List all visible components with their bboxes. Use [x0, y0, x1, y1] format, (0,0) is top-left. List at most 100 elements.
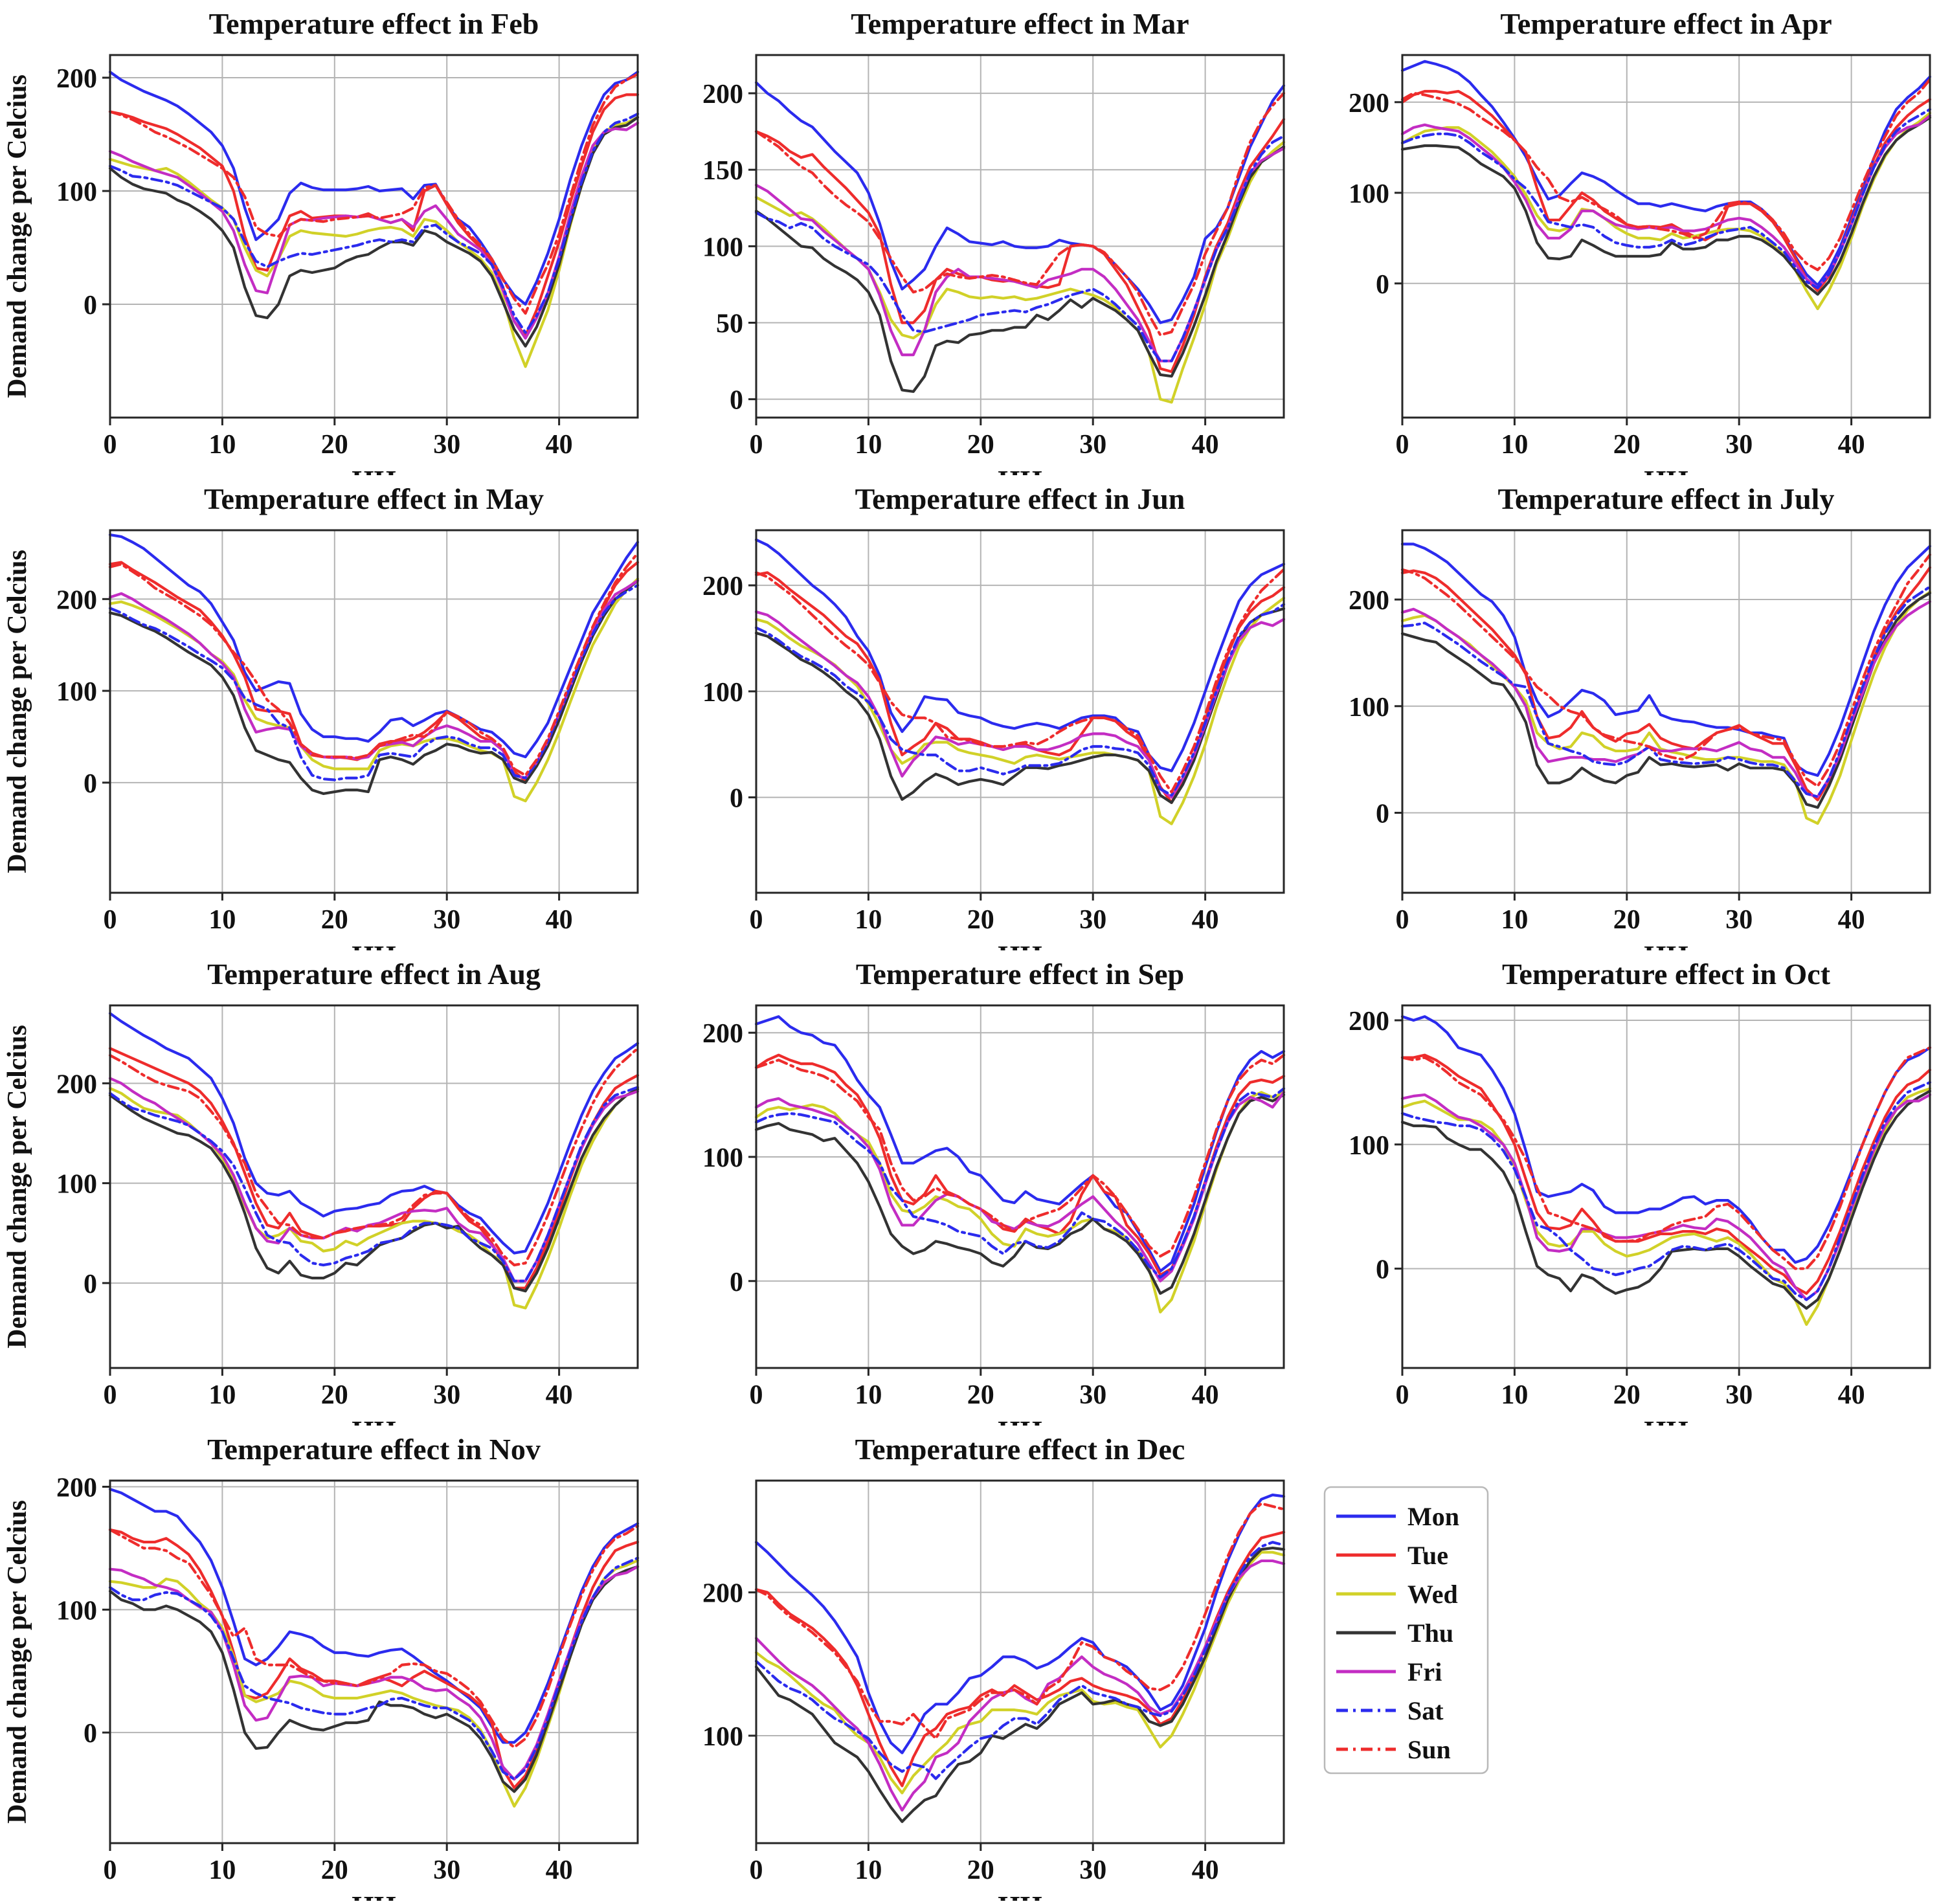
series-line-sun: [754, 1502, 1286, 1740]
x-tick-label: 20: [967, 1855, 994, 1885]
series-line-thu: [108, 579, 640, 795]
x-tick-label: 10: [855, 430, 882, 460]
y-tick-label: 0: [730, 386, 743, 416]
x-tick-label: 20: [321, 430, 348, 460]
x-tick-label: 40: [1192, 1380, 1219, 1410]
y-tick-label: 100: [702, 678, 743, 708]
series-line-thu: [754, 145, 1286, 393]
series-line-mon: [754, 1494, 1286, 1754]
x-tick-label: 0: [750, 1855, 763, 1885]
series-line-mon: [754, 81, 1286, 324]
chart-canvas-aug: 0 10 20 30 40 0 100 200 Temperature effect in Au…: [3, 958, 640, 1447]
y-tick-label: 100: [1349, 179, 1389, 209]
y-tick-label: 200: [702, 80, 743, 109]
chart-canvas-nov: 0 10 20 30 40 0 100 200 Temperature effect in No…: [3, 1433, 640, 1904]
axes-frame: [1401, 1004, 1931, 1369]
x-tick-label: 20: [321, 1855, 348, 1885]
series-line-thu: [1400, 592, 1932, 809]
x-tick-label: 10: [1501, 905, 1528, 935]
axes-frame: [1401, 54, 1931, 419]
y-axis-label: Demand change per Celcius: [3, 1025, 32, 1349]
series-line-wed: [108, 116, 640, 368]
chart-title: Temperature effect in Jun: [855, 482, 1185, 515]
y-tick-label: 100: [56, 677, 97, 707]
x-tick-label: 0: [1396, 1380, 1409, 1410]
series-line-sat: [108, 1086, 640, 1282]
y-tick-label: 100: [702, 1143, 743, 1173]
series-line-sat: [1400, 107, 1932, 289]
x-tick-label: 40: [546, 905, 573, 935]
chart-jun: 0 10 20 30 40 0 100 200 Temperature effect in Ju…: [646, 475, 1292, 972]
series-line-sun: [108, 552, 640, 777]
series-line-sun: [108, 1047, 640, 1267]
axes-frame: [755, 1004, 1285, 1369]
x-tick-label: 0: [750, 905, 763, 935]
series-line-sat: [754, 1541, 1286, 1780]
series-line-thu: [754, 607, 1286, 804]
y-tick-label: 200: [1349, 586, 1389, 616]
x-tick-label: 30: [433, 905, 460, 935]
x-axis-label: HH: [998, 940, 1042, 950]
x-tick-label: 40: [546, 1380, 573, 1410]
x-axis-label: HH: [998, 465, 1042, 475]
series-line-sat: [754, 135, 1286, 363]
y-tick-label: 150: [702, 156, 743, 186]
series-line-sun: [754, 568, 1286, 794]
x-tick-label: 40: [1192, 905, 1219, 935]
y-tick-label: 50: [716, 309, 743, 339]
x-tick-label: 10: [1501, 430, 1528, 460]
x-tick-label: 0: [104, 1380, 117, 1410]
series-line-sun: [754, 91, 1286, 337]
series-line-thu: [108, 116, 640, 348]
chart-title: Temperature effect in Feb: [209, 7, 539, 40]
chart-dec: 0 10 20 30 40 100 200 Temperature effect in Dec…: [646, 1426, 1292, 1904]
chart-title: Temperature effect in July: [1498, 482, 1835, 515]
x-tick-label: 20: [967, 1380, 994, 1410]
series-line-thu: [1400, 116, 1932, 296]
axes-frame: [755, 54, 1285, 419]
legend-box: [1323, 1486, 1489, 1775]
x-axis-label: HH: [352, 1415, 396, 1426]
x-tick-label: 40: [1838, 905, 1865, 935]
x-axis-label: HH: [1644, 1415, 1688, 1426]
y-axis-label: Demand change per Celcius: [3, 1500, 32, 1824]
series-line-sat: [1400, 585, 1932, 798]
series-line-mon: [108, 533, 640, 759]
y-tick-label: 0: [730, 784, 743, 814]
x-tick-label: 30: [1079, 1380, 1106, 1410]
series-line-sun: [754, 1053, 1286, 1258]
y-tick-label: 200: [56, 585, 97, 615]
x-axis-label: HH: [998, 1415, 1042, 1426]
series-line-wed: [1400, 111, 1932, 311]
series-line-thu: [1400, 1090, 1932, 1310]
y-tick-label: 200: [702, 1019, 743, 1049]
chart-title: Temperature effect in Mar: [851, 7, 1189, 40]
axes-frame: [109, 1004, 639, 1369]
legend-canvas: Mon Tue Wed Thu Fri Sat Sun: [1323, 1486, 1489, 1775]
x-tick-label: 30: [1725, 1380, 1753, 1410]
chart-title: Temperature effect in Dec: [855, 1433, 1185, 1466]
series-line-sun: [1400, 553, 1932, 788]
y-tick-label: 100: [702, 1722, 743, 1752]
y-tick-label: 0: [84, 1719, 97, 1749]
y-tick-label: 0: [1376, 799, 1389, 829]
y-tick-label: 0: [84, 769, 97, 799]
x-tick-label: 10: [208, 430, 236, 460]
y-tick-label: 0: [730, 1268, 743, 1297]
x-tick-label: 20: [321, 1380, 348, 1410]
y-tick-label: 100: [56, 1596, 97, 1626]
x-tick-label: 30: [433, 1855, 460, 1885]
x-tick-label: 10: [208, 905, 236, 935]
series-line-tue: [1400, 1053, 1932, 1295]
x-tick-label: 0: [750, 430, 763, 460]
x-tick-label: 0: [104, 430, 117, 460]
legend-label-sun: Sun: [1407, 1735, 1451, 1764]
x-tick-label: 10: [855, 1380, 882, 1410]
y-tick-label: 200: [56, 1070, 97, 1099]
series-line-sun: [108, 1525, 640, 1749]
chart-canvas-dec: 0 10 20 30 40 100 200 Temperature effect in Dec…: [702, 1433, 1286, 1904]
series-line-mon: [108, 1012, 640, 1255]
x-axis-label: HH: [998, 1890, 1042, 1901]
legend-label-fri: Fri: [1407, 1657, 1442, 1686]
